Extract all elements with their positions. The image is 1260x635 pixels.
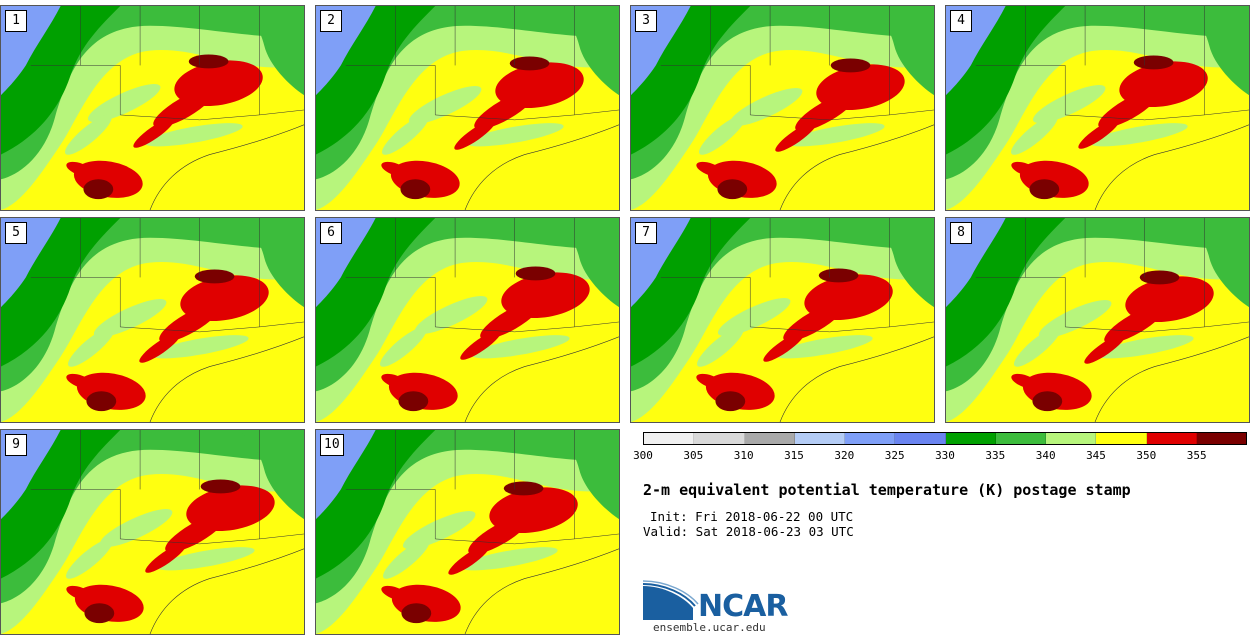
- colorbar-tick-label: 330: [935, 449, 955, 462]
- stamp-number-label: 5: [5, 222, 27, 244]
- website-link: ensemble.ucar.edu: [653, 621, 766, 634]
- stamp-number-label: 4: [950, 10, 972, 32]
- postage-stamp-2: 2: [315, 5, 620, 211]
- colorbar-swatch: [995, 433, 1046, 444]
- colorbar-swatch: [845, 433, 896, 444]
- postage-stamp-9: 9: [0, 429, 305, 635]
- postage-stamp-6: 6: [315, 217, 620, 423]
- colorbar-tick-label: 350: [1136, 449, 1157, 462]
- colorbar-tick-label: 315: [784, 449, 804, 462]
- colorbar-swatch: [694, 433, 745, 444]
- colorbar-swatch: [644, 433, 695, 444]
- ncar-logo-text: NCAR: [698, 589, 788, 624]
- stamp-number-label: 7: [635, 222, 657, 244]
- postage-stamp-10: 10: [315, 429, 620, 635]
- colorbar-tick-label: 345: [1086, 449, 1106, 462]
- postage-stamp-5: 5: [0, 217, 305, 423]
- time-info: Init: Fri 2018-06-22 00 UTC Valid: Sat 20…: [643, 509, 854, 539]
- colorbar-ticks: 300 305 310 315 320 325 330 335 340 345 350 355: [633, 449, 1247, 465]
- postage-stamp-4: 4: [945, 5, 1250, 211]
- colorbar-swatch: [1196, 433, 1246, 444]
- colorbar-tick-label: 335: [985, 449, 1006, 462]
- colorbar-tick-label: 310: [733, 449, 754, 462]
- stamp-number-label: 1: [5, 10, 27, 32]
- colorbar-tick-label: 305: [683, 449, 704, 462]
- colorbar: [643, 432, 1247, 445]
- stamp-number-label: 2: [320, 10, 342, 32]
- colorbar-swatch: [1096, 433, 1147, 444]
- colorbar-swatch: [1046, 433, 1097, 444]
- postage-stamp-1: 1: [0, 5, 305, 211]
- stamp-number-label: 8: [950, 222, 972, 244]
- colorbar-swatch: [895, 433, 946, 444]
- valid-time: Valid: Sat 2018-06-23 03 UTC: [643, 524, 854, 539]
- colorbar-tick-label: 300: [633, 449, 653, 462]
- stamp-number-label: 10: [320, 434, 344, 456]
- postage-stamp-3: 3: [630, 5, 935, 211]
- colorbar-swatch: [744, 433, 795, 444]
- stamp-number-label: 9: [5, 434, 27, 456]
- colorbar-tick-label: 325: [884, 449, 905, 462]
- plot-title: 2-m equivalent potential temperature (K)…: [643, 481, 1131, 499]
- colorbar-swatch: [794, 433, 845, 444]
- colorbar-swatch: [945, 433, 996, 444]
- ncar-logo-icon: [643, 580, 699, 620]
- postage-stamp-8: 8: [945, 217, 1250, 423]
- colorbar-swatch: [1146, 433, 1197, 444]
- colorbar-tick-label: 355: [1186, 449, 1207, 462]
- colorbar-tick-label: 340: [1035, 449, 1056, 462]
- init-time: Init: Fri 2018-06-22 00 UTC: [650, 509, 854, 524]
- postage-stamp-7: 7: [630, 217, 935, 423]
- stamp-number-label: 6: [320, 222, 342, 244]
- colorbar-tick-label: 320: [834, 449, 855, 462]
- stamp-number-label: 3: [635, 10, 657, 32]
